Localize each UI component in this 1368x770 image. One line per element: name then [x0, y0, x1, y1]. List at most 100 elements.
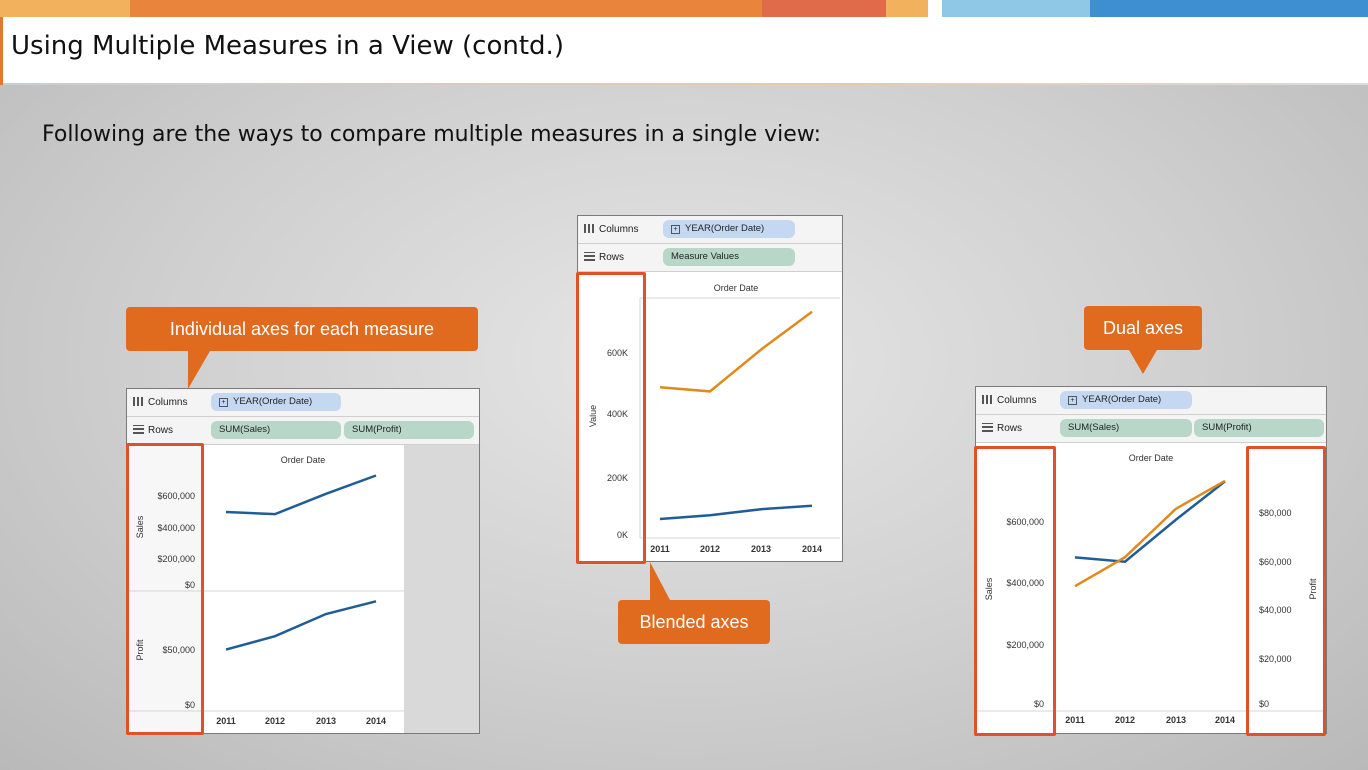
intro-text: Following are the ways to compare multip… — [42, 122, 821, 147]
ytick-right: $0 — [1259, 699, 1269, 709]
year-order-date-pill[interactable]: + YEAR(Order Date) — [663, 220, 795, 238]
rows-shelf-label: Rows — [133, 425, 173, 436]
profit-line — [1074, 479, 1226, 588]
chart-dual-axes: Order Date Sales Profit $600,000 $400,00… — [976, 443, 1326, 733]
xtick: 2013 — [1166, 715, 1186, 725]
slide-title: Using Multiple Measures in a View (contd… — [11, 31, 564, 61]
axis-title-sales: Sales — [135, 515, 145, 538]
strip-segment — [1090, 0, 1368, 17]
columns-shelf: Columns + YEAR(Order Date) — [976, 387, 1326, 415]
ytick-left: $200,000 — [1006, 640, 1044, 650]
callout-tail — [188, 351, 210, 389]
highlight-individual-axes — [126, 443, 204, 735]
panel-individual-axes: Columns + YEAR(Order Date) Rows SUM(Sales… — [126, 388, 480, 734]
sales-line — [1074, 480, 1226, 563]
chart-blended-axes: Order Date Value 600K 400K 200K 0K 2011 … — [578, 272, 842, 561]
callout-dual-label: Dual axes — [1102, 318, 1184, 338]
expand-icon[interactable]: + — [1068, 396, 1077, 405]
ytick: 600K — [607, 348, 628, 358]
rows-shelf: Rows SUM(Sales) SUM(Profit) — [127, 417, 479, 445]
axis-title-profit: Profit — [135, 639, 145, 661]
ytick-right: $60,000 — [1259, 557, 1292, 567]
columns-shelf: Columns + YEAR(Order Date) — [127, 389, 479, 417]
xtick: 2012 — [265, 716, 285, 726]
xtick: 2013 — [751, 544, 771, 554]
columns-shelf: Columns + YEAR(Order Date) — [578, 216, 842, 244]
rows-shelf-label: Rows — [584, 252, 624, 263]
callout-dual-axes: Dual axes — [1084, 306, 1202, 374]
ytick: $0 — [185, 580, 195, 590]
top-color-strip — [0, 0, 1368, 17]
highlight-dual-axis-right — [1246, 446, 1326, 736]
axis-title-profit: Profit — [1308, 578, 1318, 600]
xtick: 2014 — [802, 544, 822, 554]
sum-sales-pill[interactable]: SUM(Sales) — [211, 421, 341, 439]
callout-tail — [650, 562, 670, 600]
sales-line — [225, 474, 377, 516]
highlight-blended-axes — [576, 272, 646, 564]
columns-icon — [584, 224, 595, 233]
ytick: $200,000 — [157, 554, 195, 564]
axis-title-sales: Sales — [984, 577, 994, 600]
rows-shelf-label: Rows — [982, 423, 1022, 434]
profit-line — [659, 504, 813, 521]
xtick: 2013 — [316, 716, 336, 726]
strip-segment — [130, 0, 762, 17]
xtick: 2011 — [650, 544, 670, 554]
sum-profit-pill[interactable]: SUM(Profit) — [1194, 419, 1324, 437]
strip-segment — [886, 0, 928, 17]
callout-individual-label: Individual axes for each measure — [169, 319, 435, 339]
columns-icon — [982, 395, 993, 404]
xtick: 2014 — [1215, 715, 1235, 725]
ytick-left: $600,000 — [1006, 517, 1044, 527]
callout-blended-label: Blended axes — [639, 612, 749, 632]
columns-shelf-label: Columns — [584, 224, 638, 235]
xtick: 2014 — [366, 716, 386, 726]
profit-line — [225, 600, 377, 651]
strip-segment — [942, 0, 1090, 17]
ytick-right: $20,000 — [1259, 654, 1292, 664]
columns-icon — [133, 397, 144, 406]
rows-icon — [982, 423, 993, 432]
order-date-header: Order Date — [714, 283, 759, 293]
ytick: $0 — [185, 700, 195, 710]
panel-blended-axes: Columns + YEAR(Order Date) Rows Measure V… — [577, 215, 843, 562]
ytick: 200K — [607, 473, 628, 483]
expand-icon[interactable]: + — [219, 398, 228, 407]
sales-line — [659, 310, 813, 393]
year-order-date-pill[interactable]: + YEAR(Order Date) — [1060, 391, 1192, 409]
strip-segment — [0, 0, 130, 17]
xtick: 2011 — [216, 716, 236, 726]
highlight-dual-axis-left — [974, 446, 1056, 736]
columns-shelf-label: Columns — [982, 395, 1036, 406]
ytick-left: $400,000 — [1006, 578, 1044, 588]
ytick: 400K — [607, 409, 628, 419]
header-rule — [3, 83, 1368, 85]
measure-values-pill[interactable]: Measure Values — [663, 248, 795, 266]
ytick: 0K — [617, 530, 628, 540]
sum-profit-pill[interactable]: SUM(Profit) — [344, 421, 474, 439]
callout-blended-axes: Blended axes — [618, 562, 770, 644]
ytick: $600,000 — [157, 491, 195, 501]
chart-individual-axes: Order Date Sales Profit $600,000 $400,00… — [127, 445, 479, 733]
slide-header: Using Multiple Measures in a View (contd… — [0, 17, 1368, 85]
year-order-date-pill[interactable]: + YEAR(Order Date) — [211, 393, 341, 411]
strip-segment — [928, 0, 942, 17]
axis-title-value: Value — [588, 405, 598, 427]
order-date-header: Order Date — [1129, 453, 1174, 463]
order-date-header: Order Date — [281, 455, 326, 465]
columns-shelf-label: Columns — [133, 397, 187, 408]
xtick: 2012 — [1115, 715, 1135, 725]
panel-dual-axes: Columns + YEAR(Order Date) Rows SUM(Sales… — [975, 386, 1327, 734]
callout-individual-axes: Individual axes for each measure — [126, 307, 478, 389]
ytick: $50,000 — [162, 645, 195, 655]
ytick-left: $0 — [1034, 699, 1044, 709]
ytick: $400,000 — [157, 523, 195, 533]
sum-sales-pill[interactable]: SUM(Sales) — [1060, 419, 1192, 437]
xtick: 2012 — [700, 544, 720, 554]
ytick-right: $40,000 — [1259, 605, 1292, 615]
expand-icon[interactable]: + — [671, 225, 680, 234]
rows-icon — [133, 425, 144, 434]
xtick: 2011 — [1065, 715, 1085, 725]
rows-shelf: Rows SUM(Sales) SUM(Profit) — [976, 415, 1326, 443]
